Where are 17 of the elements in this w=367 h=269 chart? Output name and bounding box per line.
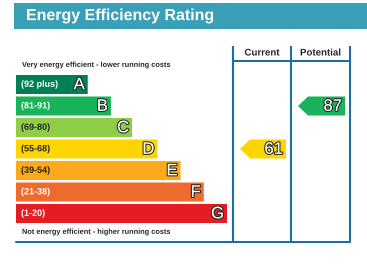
category-label: (92 plus) A (21, 78, 85, 90)
text: 87 (324, 99, 342, 111)
text: Potential (300, 48, 340, 56)
bar (16, 161, 181, 180)
bar (16, 118, 132, 137)
category-label: (69-80) C (21, 120, 128, 132)
category-label: (81-91) B (21, 99, 108, 111)
bar (16, 182, 204, 202)
category-label: (39-54) E (21, 164, 177, 176)
text: Current (244, 48, 280, 56)
category-label: (55-68) D (21, 142, 154, 154)
bar (16, 140, 158, 158)
chart-title: Energy Efficiency Rating (27, 8, 214, 24)
text: 61 (265, 142, 282, 154)
bar (16, 204, 227, 223)
category-label: (21-38) F (21, 185, 200, 197)
category-label: (1-20) G (21, 206, 223, 218)
